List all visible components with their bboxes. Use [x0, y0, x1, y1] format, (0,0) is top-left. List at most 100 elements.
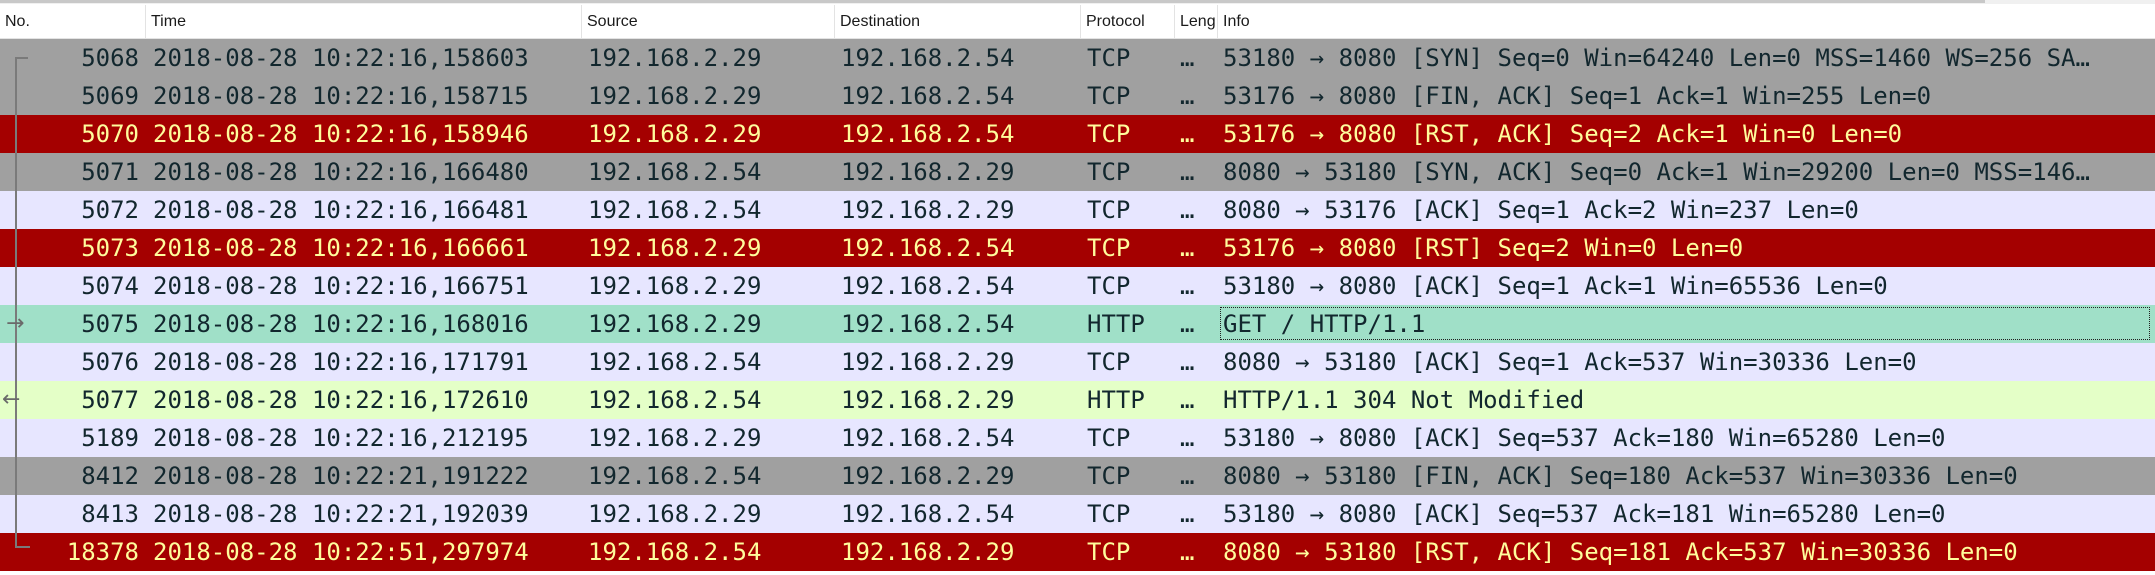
- request-arrow-icon: →: [6, 311, 25, 336]
- column-header-time[interactable]: Time: [146, 5, 582, 38]
- packet-number: 5072: [81, 196, 139, 224]
- packet-row[interactable]: 5072 2018-08-28 10:22:16,166481 192.168.2.…: [0, 191, 2155, 229]
- packet-time: 2018-08-28 10:22:16,158715: [153, 82, 529, 110]
- packet-destination: 192.168.2.29: [841, 462, 1015, 490]
- packet-number: 5068: [81, 44, 139, 72]
- packet-length: …: [1180, 462, 1195, 490]
- column-header-source[interactable]: Source: [582, 5, 835, 38]
- packet-source: 192.168.2.29: [588, 310, 762, 338]
- packet-row[interactable]: 5077 2018-08-28 10:22:16,172610 192.168.2.…: [0, 381, 2155, 419]
- packet-time: 2018-08-28 10:22:16,166751: [153, 272, 529, 300]
- packet-number: 5077: [81, 386, 139, 414]
- packet-number: 5071: [81, 158, 139, 186]
- packet-number: 18378: [66, 538, 139, 566]
- packet-time: 2018-08-28 10:22:16,158946: [153, 120, 529, 148]
- packet-number: 5074: [81, 272, 139, 300]
- packet-row[interactable]: 5073 2018-08-28 10:22:16,166661 192.168.2.…: [0, 229, 2155, 267]
- packet-info: HTTP/1.1 304 Not Modified: [1223, 386, 1585, 414]
- horizontal-scrollbar[interactable]: [0, 0, 2155, 4]
- packet-source: 192.168.2.29: [588, 82, 762, 110]
- packet-row[interactable]: 8413 2018-08-28 10:22:21,192039 192.168.2.…: [0, 495, 2155, 533]
- packet-time: 2018-08-28 10:22:16,166661: [153, 234, 529, 262]
- packet-protocol: TCP: [1087, 44, 1131, 72]
- packet-number: 8412: [81, 462, 139, 490]
- conversation-bracket-end: [15, 546, 30, 548]
- packet-source: 192.168.2.54: [588, 462, 762, 490]
- packet-length: …: [1180, 538, 1195, 566]
- packet-number: 5070: [81, 120, 139, 148]
- packet-length: …: [1180, 82, 1195, 110]
- packet-length: …: [1180, 196, 1195, 224]
- packet-protocol: TCP: [1087, 120, 1131, 148]
- packet-row[interactable]: 5068 2018-08-28 10:22:16,158603 192.168.2.…: [0, 39, 2155, 77]
- packet-length: …: [1180, 120, 1195, 148]
- packet-source: 192.168.2.29: [588, 500, 762, 528]
- packet-info: 53176 → 8080 [RST, ACK] Seq=2 Ack=1 Win=…: [1223, 120, 1903, 148]
- packet-list-header: No. Time Source Destination Protocol Len…: [0, 5, 2155, 39]
- packet-info: 8080 → 53180 [SYN, ACK] Seq=0 Ack=1 Win=…: [1223, 158, 2090, 186]
- packet-row[interactable]: 8412 2018-08-28 10:22:21,191222 192.168.2.…: [0, 457, 2155, 495]
- packet-source: 192.168.2.54: [588, 158, 762, 186]
- packet-time: 2018-08-28 10:22:16,212195: [153, 424, 529, 452]
- packet-info: 53176 → 8080 [FIN, ACK] Seq=1 Ack=1 Win=…: [1223, 82, 1932, 110]
- packet-length: …: [1180, 424, 1195, 452]
- column-header-no[interactable]: No.: [0, 5, 146, 38]
- packet-source: 192.168.2.29: [588, 120, 762, 148]
- column-header-destination[interactable]: Destination: [835, 5, 1081, 38]
- packet-row[interactable]: 5071 2018-08-28 10:22:16,166480 192.168.2.…: [0, 153, 2155, 191]
- packet-row[interactable]: 18378 2018-08-28 10:22:51,297974 192.168.2…: [0, 533, 2155, 571]
- packet-time: 2018-08-28 10:22:16,171791: [153, 348, 529, 376]
- packet-number: 5189: [81, 424, 139, 452]
- column-header-protocol[interactable]: Protocol: [1081, 5, 1175, 38]
- packet-protocol: TCP: [1087, 348, 1131, 376]
- scrollbar-thumb[interactable]: [0, 0, 1985, 3]
- packet-row[interactable]: 5069 2018-08-28 10:22:16,158715 192.168.2.…: [0, 77, 2155, 115]
- packet-protocol: HTTP: [1087, 310, 1145, 338]
- packet-time: 2018-08-28 10:22:16,168016: [153, 310, 529, 338]
- packet-destination: 192.168.2.54: [841, 234, 1015, 262]
- packet-row[interactable]: 5074 2018-08-28 10:22:16,166751 192.168.2.…: [0, 267, 2155, 305]
- packet-destination: 192.168.2.54: [841, 500, 1015, 528]
- packet-number: 5073: [81, 234, 139, 262]
- packet-protocol: TCP: [1087, 196, 1131, 224]
- packet-length: …: [1180, 158, 1195, 186]
- packet-info: 8080 → 53180 [FIN, ACK] Seq=180 Ack=537 …: [1223, 462, 2018, 490]
- packet-info: 8080 → 53176 [ACK] Seq=1 Ack=2 Win=237 L…: [1223, 196, 1859, 224]
- packet-info: 8080 → 53180 [RST, ACK] Seq=181 Ack=537 …: [1223, 538, 2018, 566]
- packet-time: 2018-08-28 10:22:16,166480: [153, 158, 529, 186]
- packet-protocol: HTTP: [1087, 386, 1145, 414]
- packet-list: 5068 2018-08-28 10:22:16,158603 192.168.2.…: [0, 39, 2155, 571]
- column-header-info[interactable]: Info: [1223, 13, 1250, 30]
- selected-cell-focus: [1220, 307, 2150, 340]
- packet-protocol: TCP: [1087, 462, 1131, 490]
- packet-time: 2018-08-28 10:22:16,166481: [153, 196, 529, 224]
- column-header-length[interactable]: Leng: [1175, 5, 1218, 38]
- packet-row[interactable]: 5070 2018-08-28 10:22:16,158946 192.168.2.…: [0, 115, 2155, 153]
- packet-info: 53180 → 8080 [SYN] Seq=0 Win=64240 Len=0…: [1223, 44, 2090, 72]
- packet-row[interactable]: 5075 2018-08-28 10:22:16,168016 192.168.2.…: [0, 305, 2155, 343]
- packet-protocol: TCP: [1087, 272, 1131, 300]
- packet-info: 8080 → 53180 [ACK] Seq=1 Ack=537 Win=303…: [1223, 348, 1917, 376]
- packet-info: GET / HTTP/1.1: [1223, 310, 1426, 338]
- packet-destination: 192.168.2.54: [841, 272, 1015, 300]
- packet-source: 192.168.2.29: [588, 272, 762, 300]
- packet-source: 192.168.2.54: [588, 196, 762, 224]
- packet-row[interactable]: 5076 2018-08-28 10:22:16,171791 192.168.2.…: [0, 343, 2155, 381]
- packet-destination: 192.168.2.54: [841, 82, 1015, 110]
- packet-destination: 192.168.2.29: [841, 386, 1015, 414]
- packet-time: 2018-08-28 10:22:51,297974: [153, 538, 529, 566]
- packet-destination: 192.168.2.29: [841, 158, 1015, 186]
- packet-length: …: [1180, 386, 1195, 414]
- packet-source: 192.168.2.54: [588, 348, 762, 376]
- packet-length: …: [1180, 272, 1195, 300]
- packet-length: …: [1180, 348, 1195, 376]
- conversation-bracket-start: [15, 57, 28, 59]
- response-arrow-icon: ←: [2, 387, 21, 412]
- conversation-bracket-line: [15, 59, 17, 548]
- packet-info: 53180 → 8080 [ACK] Seq=537 Ack=181 Win=6…: [1223, 500, 1946, 528]
- packet-protocol: TCP: [1087, 538, 1131, 566]
- packet-source: 192.168.2.54: [588, 386, 762, 414]
- packet-length: …: [1180, 310, 1195, 338]
- packet-destination: 192.168.2.54: [841, 44, 1015, 72]
- packet-row[interactable]: 5189 2018-08-28 10:22:16,212195 192.168.2.…: [0, 419, 2155, 457]
